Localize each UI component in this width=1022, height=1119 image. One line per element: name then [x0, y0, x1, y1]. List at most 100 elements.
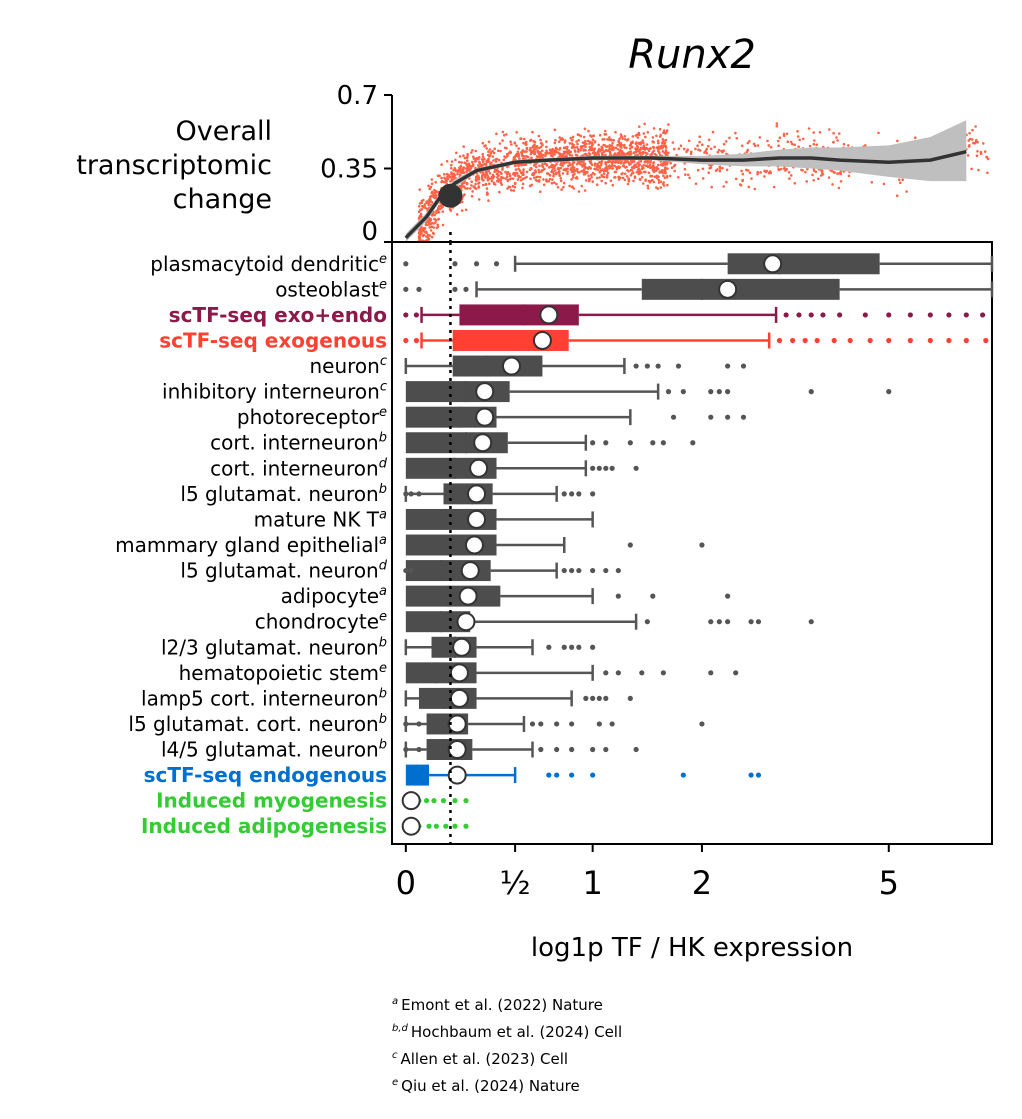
scatter-point [530, 167, 533, 170]
outlier-point [633, 363, 639, 369]
category-label-text: cort. interneuron [210, 456, 379, 480]
scatter-point [650, 179, 653, 183]
outlier-point [403, 567, 409, 574]
category-label-superscript: b [379, 686, 387, 701]
scatter-point [572, 176, 575, 179]
scatter-point [639, 146, 643, 150]
scatter-point [466, 155, 469, 158]
scatter-point [466, 166, 470, 169]
scatter-point [462, 154, 465, 157]
scatter-point [481, 163, 485, 167]
scatter-point [420, 208, 424, 211]
scatter-point [544, 154, 547, 158]
scatter-point [837, 186, 841, 190]
scatter-point [632, 179, 635, 183]
category-row [404, 687, 633, 709]
scatter-point [545, 140, 548, 143]
scatter-point [541, 164, 544, 167]
outlier-point [596, 721, 602, 727]
scatter-point [571, 174, 575, 177]
x-tick-label: 0 [396, 864, 416, 902]
category-label: scTF-seq endogenous [144, 763, 387, 787]
scatter-point [430, 178, 434, 181]
scatter-point [720, 149, 723, 153]
scatter-point [562, 185, 565, 189]
scatter-point [531, 130, 534, 134]
category-label: adipocytea [281, 584, 387, 608]
scatter-point [640, 176, 644, 179]
scatter-point [899, 181, 902, 185]
scatter-point [575, 140, 578, 143]
scatter-point [539, 190, 542, 193]
scatter-point [488, 148, 492, 151]
scatter-point [477, 181, 481, 184]
scatter-point [565, 147, 569, 150]
scatter-point [651, 168, 655, 172]
footnotes: a Emont et al. (2022) Nature b,d Hochbaum … [392, 990, 622, 1098]
outlier-point [748, 772, 754, 778]
scatter-point [673, 169, 676, 173]
outlier-point [576, 491, 582, 497]
scatter-point [537, 152, 541, 156]
scatter-point [636, 162, 639, 165]
category-label: inhibitory interneuronc [162, 380, 387, 404]
scatter-point [480, 178, 484, 181]
scatter-point [614, 176, 617, 179]
scatter-point [423, 230, 426, 234]
scatter-point [614, 153, 617, 157]
scatter-point [452, 174, 456, 177]
scatter-point [471, 149, 474, 152]
scatter-point [422, 205, 426, 208]
scatter-point [801, 137, 805, 141]
scatter-point [555, 182, 558, 186]
scatter-point [585, 166, 589, 170]
category-label-text: chondrocyte [255, 610, 379, 634]
category-label-superscript: a [379, 584, 387, 599]
scatter-point [583, 127, 587, 131]
scatter-point [463, 161, 466, 164]
scatter-point [614, 146, 618, 150]
scatter-point [653, 169, 657, 173]
scatter-point [619, 133, 623, 136]
scatter-point [590, 175, 593, 179]
scatter-point [524, 155, 528, 158]
outlier-point [576, 567, 582, 574]
mean-marker [447, 765, 467, 785]
scatter-point [967, 139, 970, 142]
scatter-point [657, 145, 660, 149]
category-label-superscript: e [379, 661, 387, 676]
scatter-point [533, 143, 536, 146]
scatter-point [560, 161, 563, 165]
scatter-point [550, 154, 553, 157]
scatter-point [968, 144, 971, 147]
scatter-point [441, 205, 445, 208]
scatter-point [753, 187, 757, 191]
category-label-superscript: e [379, 405, 387, 420]
category-label: lamp5 cort. interneuronb [141, 686, 387, 710]
scatter-point [626, 169, 629, 172]
scatter-point [459, 164, 463, 168]
outlier-point [627, 440, 633, 446]
scatter-point [441, 210, 445, 213]
scatter-point [603, 137, 606, 141]
x-tick-label: 1 [582, 864, 602, 902]
scatter-point [619, 148, 622, 152]
scatter-point [598, 133, 602, 137]
scatter-point [763, 175, 766, 178]
scatter-point [622, 164, 626, 168]
category-label-text: mammary gland epithelial [115, 533, 379, 557]
scatter-point [484, 144, 487, 147]
scatter-point [664, 171, 667, 175]
scatter-point [975, 154, 979, 157]
scatter-point [505, 133, 508, 136]
outlier-point [603, 695, 609, 701]
scatter-point [458, 160, 461, 164]
scatter-point [663, 131, 666, 134]
scatter-point [628, 153, 631, 156]
scatter-point [513, 174, 517, 177]
scatter-point [634, 134, 638, 137]
scatter-point [513, 186, 517, 189]
category-label-superscript: e [379, 610, 387, 625]
outlier-point [609, 721, 615, 727]
scatter-point [705, 152, 709, 155]
